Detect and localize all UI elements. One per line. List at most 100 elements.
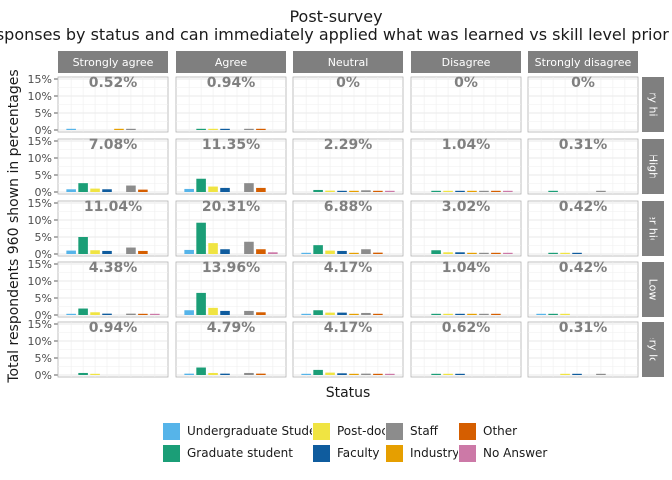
bar-undergraduate-student [66, 128, 76, 130]
facet-strip-strongly-agree [58, 51, 168, 73]
bar-post-doc [443, 313, 453, 315]
bar-no-answer [503, 252, 513, 254]
bar-post-doc [325, 250, 335, 254]
x-axis-title: Status [326, 385, 371, 401]
legend-label: Graduate student [187, 446, 293, 460]
bar-staff [479, 252, 489, 254]
bar-post-doc [90, 250, 100, 254]
y-tick-label: 15% [28, 135, 52, 148]
bar-staff [244, 310, 254, 315]
bar-faculty [455, 313, 465, 315]
facet-strip-agree [176, 51, 286, 73]
bar-faculty [337, 373, 347, 375]
bar-graduate-student [78, 372, 88, 375]
panel-total-label: 0.42% [559, 260, 608, 276]
bar-staff [479, 190, 489, 192]
bar-faculty [572, 373, 582, 375]
bar-staff [244, 183, 254, 192]
legend-item-industry: Industry [385, 442, 459, 464]
bar-other [256, 373, 266, 375]
legend-swatch [458, 443, 477, 463]
bar-industry [349, 373, 359, 375]
y-tick-label: 15% [28, 318, 52, 331]
bar-graduate-student [196, 128, 206, 130]
bar-post-doc [560, 313, 570, 315]
facet-strip-label: Neutral [328, 56, 369, 69]
facet-grid: Strongly agree Agree Neutral Disagree Strong… [28, 51, 664, 382]
bar-post-doc [208, 307, 218, 315]
panel-total-label: 0.31% [559, 320, 608, 336]
y-tick-label: 5% [35, 352, 52, 365]
facet-strip-strongly-disagree [528, 51, 638, 73]
bar-undergraduate-student [536, 313, 546, 315]
bar-other [373, 313, 383, 315]
panel-total-label: 0.62% [442, 320, 491, 336]
bar-undergraduate-student [184, 310, 194, 315]
legend-item-no-answer: No Answer [458, 442, 547, 464]
legend-swatch [385, 421, 404, 441]
bar-graduate-student [431, 250, 441, 254]
bar-industry [114, 128, 124, 130]
bar-faculty [455, 373, 465, 375]
bar-other [373, 190, 383, 192]
bar-staff [126, 247, 136, 254]
row-strip-higher-high-ne [642, 201, 664, 256]
panel-total-label: 0% [571, 75, 595, 91]
bar-graduate-student [431, 190, 441, 192]
facet-strip-label: Disagree [442, 56, 491, 69]
y-tick-label: 10% [28, 275, 52, 288]
chart-subtitle: Responses by status and can immediately … [0, 25, 672, 44]
panel-total-label: 2.29% [324, 137, 373, 153]
bar-post-doc [208, 128, 218, 130]
bar-post-doc [90, 373, 100, 375]
y-tick-label: 0% [35, 124, 52, 137]
bar-graduate-student [196, 292, 206, 315]
bar-staff [361, 249, 371, 254]
facet-strip-label: Strongly disagree [535, 56, 632, 69]
bar-other [256, 249, 266, 254]
legend-item-faculty: Faculty [312, 442, 380, 464]
bar-faculty [220, 310, 230, 315]
row-strip-very-high [642, 77, 664, 132]
bar-other [373, 252, 383, 254]
row-strip-low [642, 262, 664, 317]
bar-graduate-student [78, 308, 88, 315]
bar-staff [126, 313, 136, 315]
bar-undergraduate-student [184, 249, 194, 254]
bar-graduate-student [548, 190, 558, 192]
bar-industry [349, 190, 359, 192]
panel-total-label: 6.88% [324, 199, 373, 215]
bar-undergraduate-student [301, 373, 311, 375]
bar-faculty [102, 313, 112, 315]
panel-total-label: 0.52% [89, 75, 138, 91]
panel-total-label: 13.96% [202, 260, 260, 276]
row-strip-very-low [642, 322, 664, 377]
panel-total-label: 20.31% [202, 199, 260, 215]
bar-post-doc [560, 252, 570, 254]
panel-total-label: 3.02% [442, 199, 491, 215]
y-tick-label: 15% [28, 197, 52, 210]
panel-total-label: 0% [454, 75, 478, 91]
y-tick-label: 10% [28, 152, 52, 165]
bar-post-doc [325, 190, 335, 192]
facet-strip-neutral [293, 51, 403, 73]
facet-strip-disagree [411, 51, 521, 73]
legend-swatch [385, 443, 404, 463]
row-strip-label: Low [647, 279, 660, 301]
bar-post-doc [325, 312, 335, 315]
bar-industry [349, 252, 359, 254]
legend-label: Staff [410, 424, 438, 438]
bar-other [256, 128, 266, 130]
bar-graduate-student [78, 183, 88, 192]
row-strip-label: Very high [647, 79, 660, 131]
panel-total-label: 4.79% [207, 320, 256, 336]
bar-graduate-student [196, 178, 206, 192]
y-tick-label: 10% [28, 214, 52, 227]
panel-total-label: 0.94% [89, 320, 138, 336]
bar-post-doc [443, 252, 453, 254]
legend-label: No Answer [483, 446, 548, 460]
bar-graduate-student [196, 367, 206, 375]
bar-staff [361, 312, 371, 315]
bar-other [491, 313, 501, 315]
bar-faculty [455, 252, 465, 254]
